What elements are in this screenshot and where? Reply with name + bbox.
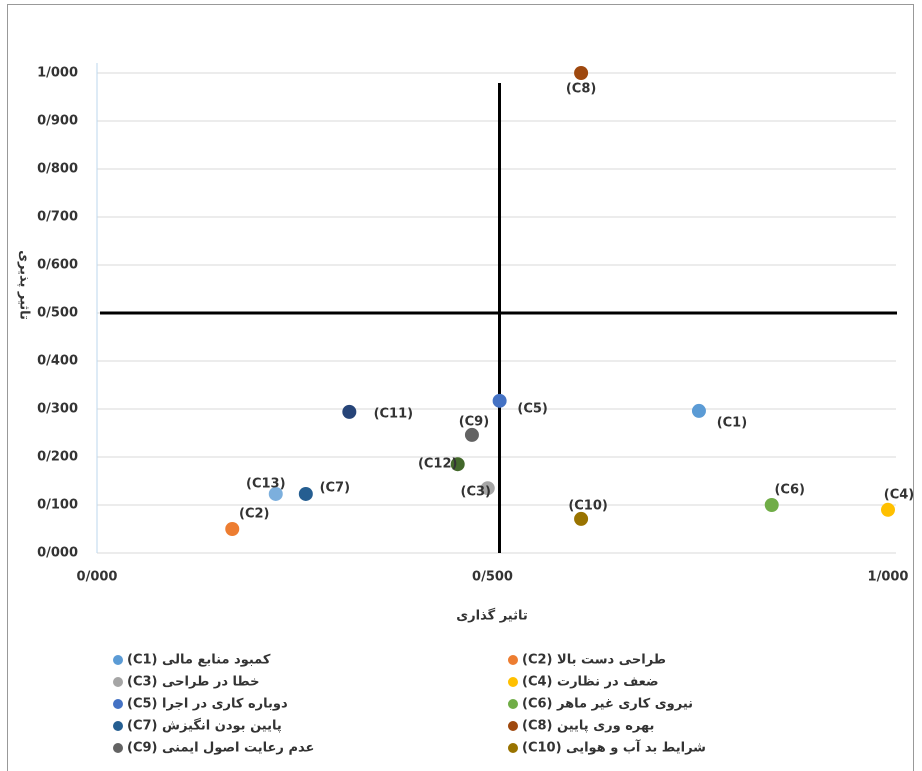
data-label: (C13) [246,476,286,491]
data-label: (C7) [320,480,350,495]
y-tick-label: 0/700 [37,210,78,225]
legend-marker [508,655,518,665]
data-label: (C5) [517,401,547,416]
legend-label: طراحی دست بالا (C2) [522,653,666,668]
point [299,487,313,501]
data-label: (C3) [461,485,491,500]
y-tick-label: 0/400 [37,354,78,369]
point [493,394,507,408]
point [881,503,895,517]
legend-marker [113,677,123,687]
point [465,428,479,442]
data-label: (C10) [568,498,608,513]
legend-marker [113,721,123,731]
data-label: (C12) [418,457,458,472]
legend-label: خطا در طراحی (C3) [127,675,259,690]
legend-marker [508,699,518,709]
x-tick-label: 0/500 [472,570,513,585]
point [765,498,779,512]
x-tick-label: 1/000 [868,570,909,585]
legend-label: عدم رعایت اصول ایمنی (C9) [127,741,314,756]
legend-marker [113,743,123,753]
point [225,522,239,536]
y-tick-label: 0/900 [37,114,78,129]
data-label: (C6) [774,483,804,498]
legend-label: نیروی کاری غیر ماهر (C6) [522,697,693,712]
legend-label: پایین بودن انگیزش (C7) [127,718,282,734]
point [692,404,706,418]
y-tick-label: 0/000 [37,546,78,561]
chart: تاثیر گذاری تاثیر پذیری 0/000 0/100 0/200 0… [0,0,922,771]
point [574,512,588,526]
y-axis-title: تاثیر پذیری [17,250,32,320]
x-tick-label: 0/000 [77,570,118,585]
y-tick-label: 0/500 [37,306,78,321]
y-tick-label: 0/100 [37,498,78,513]
legend-label: شرایط بد آب و هوایی (C10) [522,739,706,756]
data-label: (C1) [717,415,747,430]
legend-marker [113,699,123,709]
y-tick-label: 0/600 [37,258,78,273]
y-tick-label: 0/800 [37,162,78,177]
legend-marker [508,721,518,731]
legend-label: دوباره کاری در اجرا (C5) [127,697,288,712]
data-label: (C8) [566,82,596,97]
legend-label: کمبود منابع مالی (C1) [127,653,271,668]
data-label: (C9) [459,414,489,429]
legend-label: بهره وری پایین (C8) [522,719,654,734]
legend-marker [508,743,518,753]
data-label: (C4) [884,487,914,502]
point [342,405,356,419]
x-axis-title: تاثیر گذاری [456,608,528,624]
data-label: (C11) [374,406,414,421]
legend-marker [508,677,518,687]
y-tick-label: 0/300 [37,402,78,417]
y-tick-label: 0/200 [37,450,78,465]
point [574,66,588,80]
legend-label: ضعف در نظارت (C4) [522,675,659,690]
y-tick-label: 1/000 [37,66,78,81]
legend-marker [113,655,123,665]
data-label: (C2) [239,507,269,522]
